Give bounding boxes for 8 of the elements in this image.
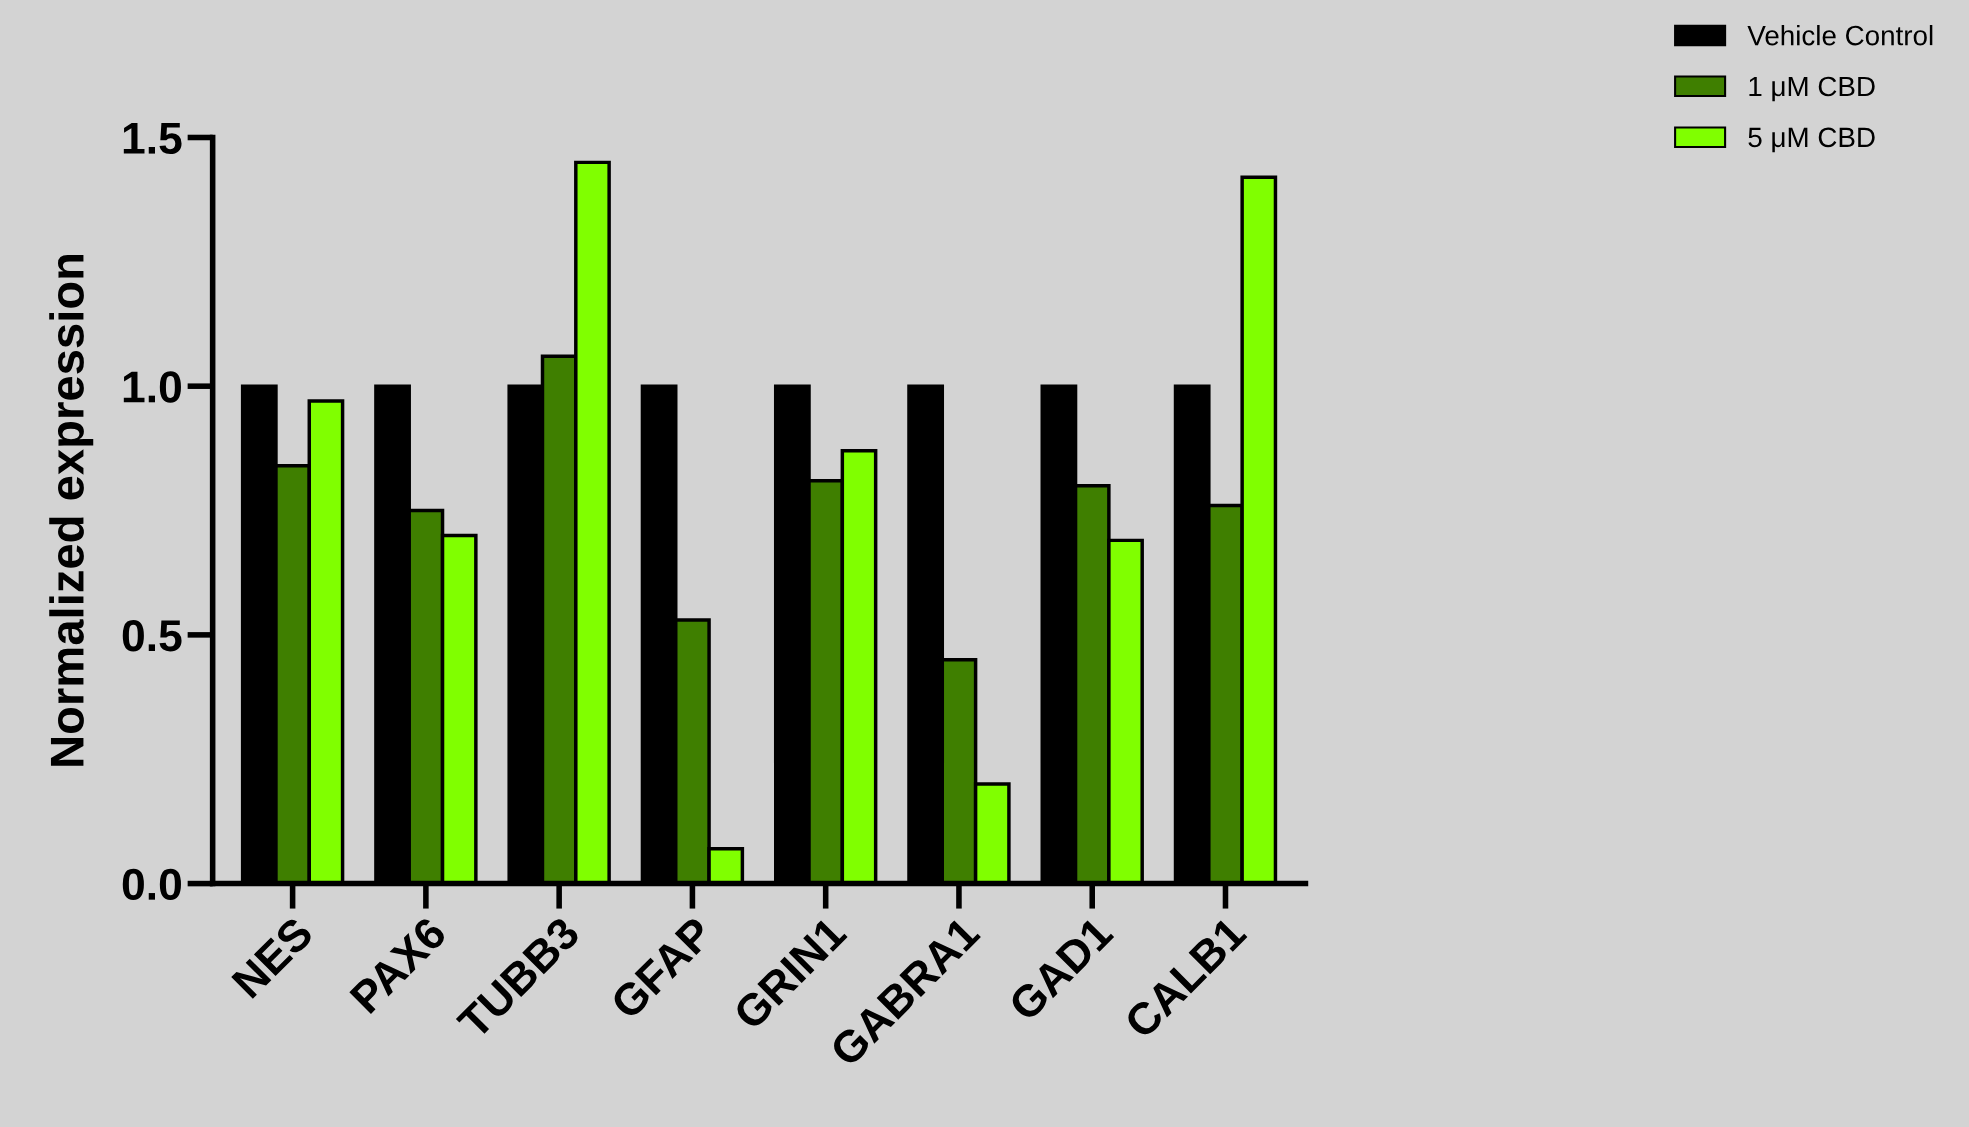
y-tick-label: 0.0 [122, 868, 181, 901]
y-tick-label: 1.0 [123, 371, 181, 403]
y-tick-label: 1.5 [123, 123, 182, 155]
legend-label: Vehicle Control [1747, 25, 1933, 46]
legend-label: 5 μM CBD [1748, 127, 1875, 153]
legend-label: 1 μM CBD [1749, 76, 1875, 102]
y-axis-title: Normalized expression [49, 254, 94, 766]
y-tick-label: 0.5 [122, 619, 182, 652]
